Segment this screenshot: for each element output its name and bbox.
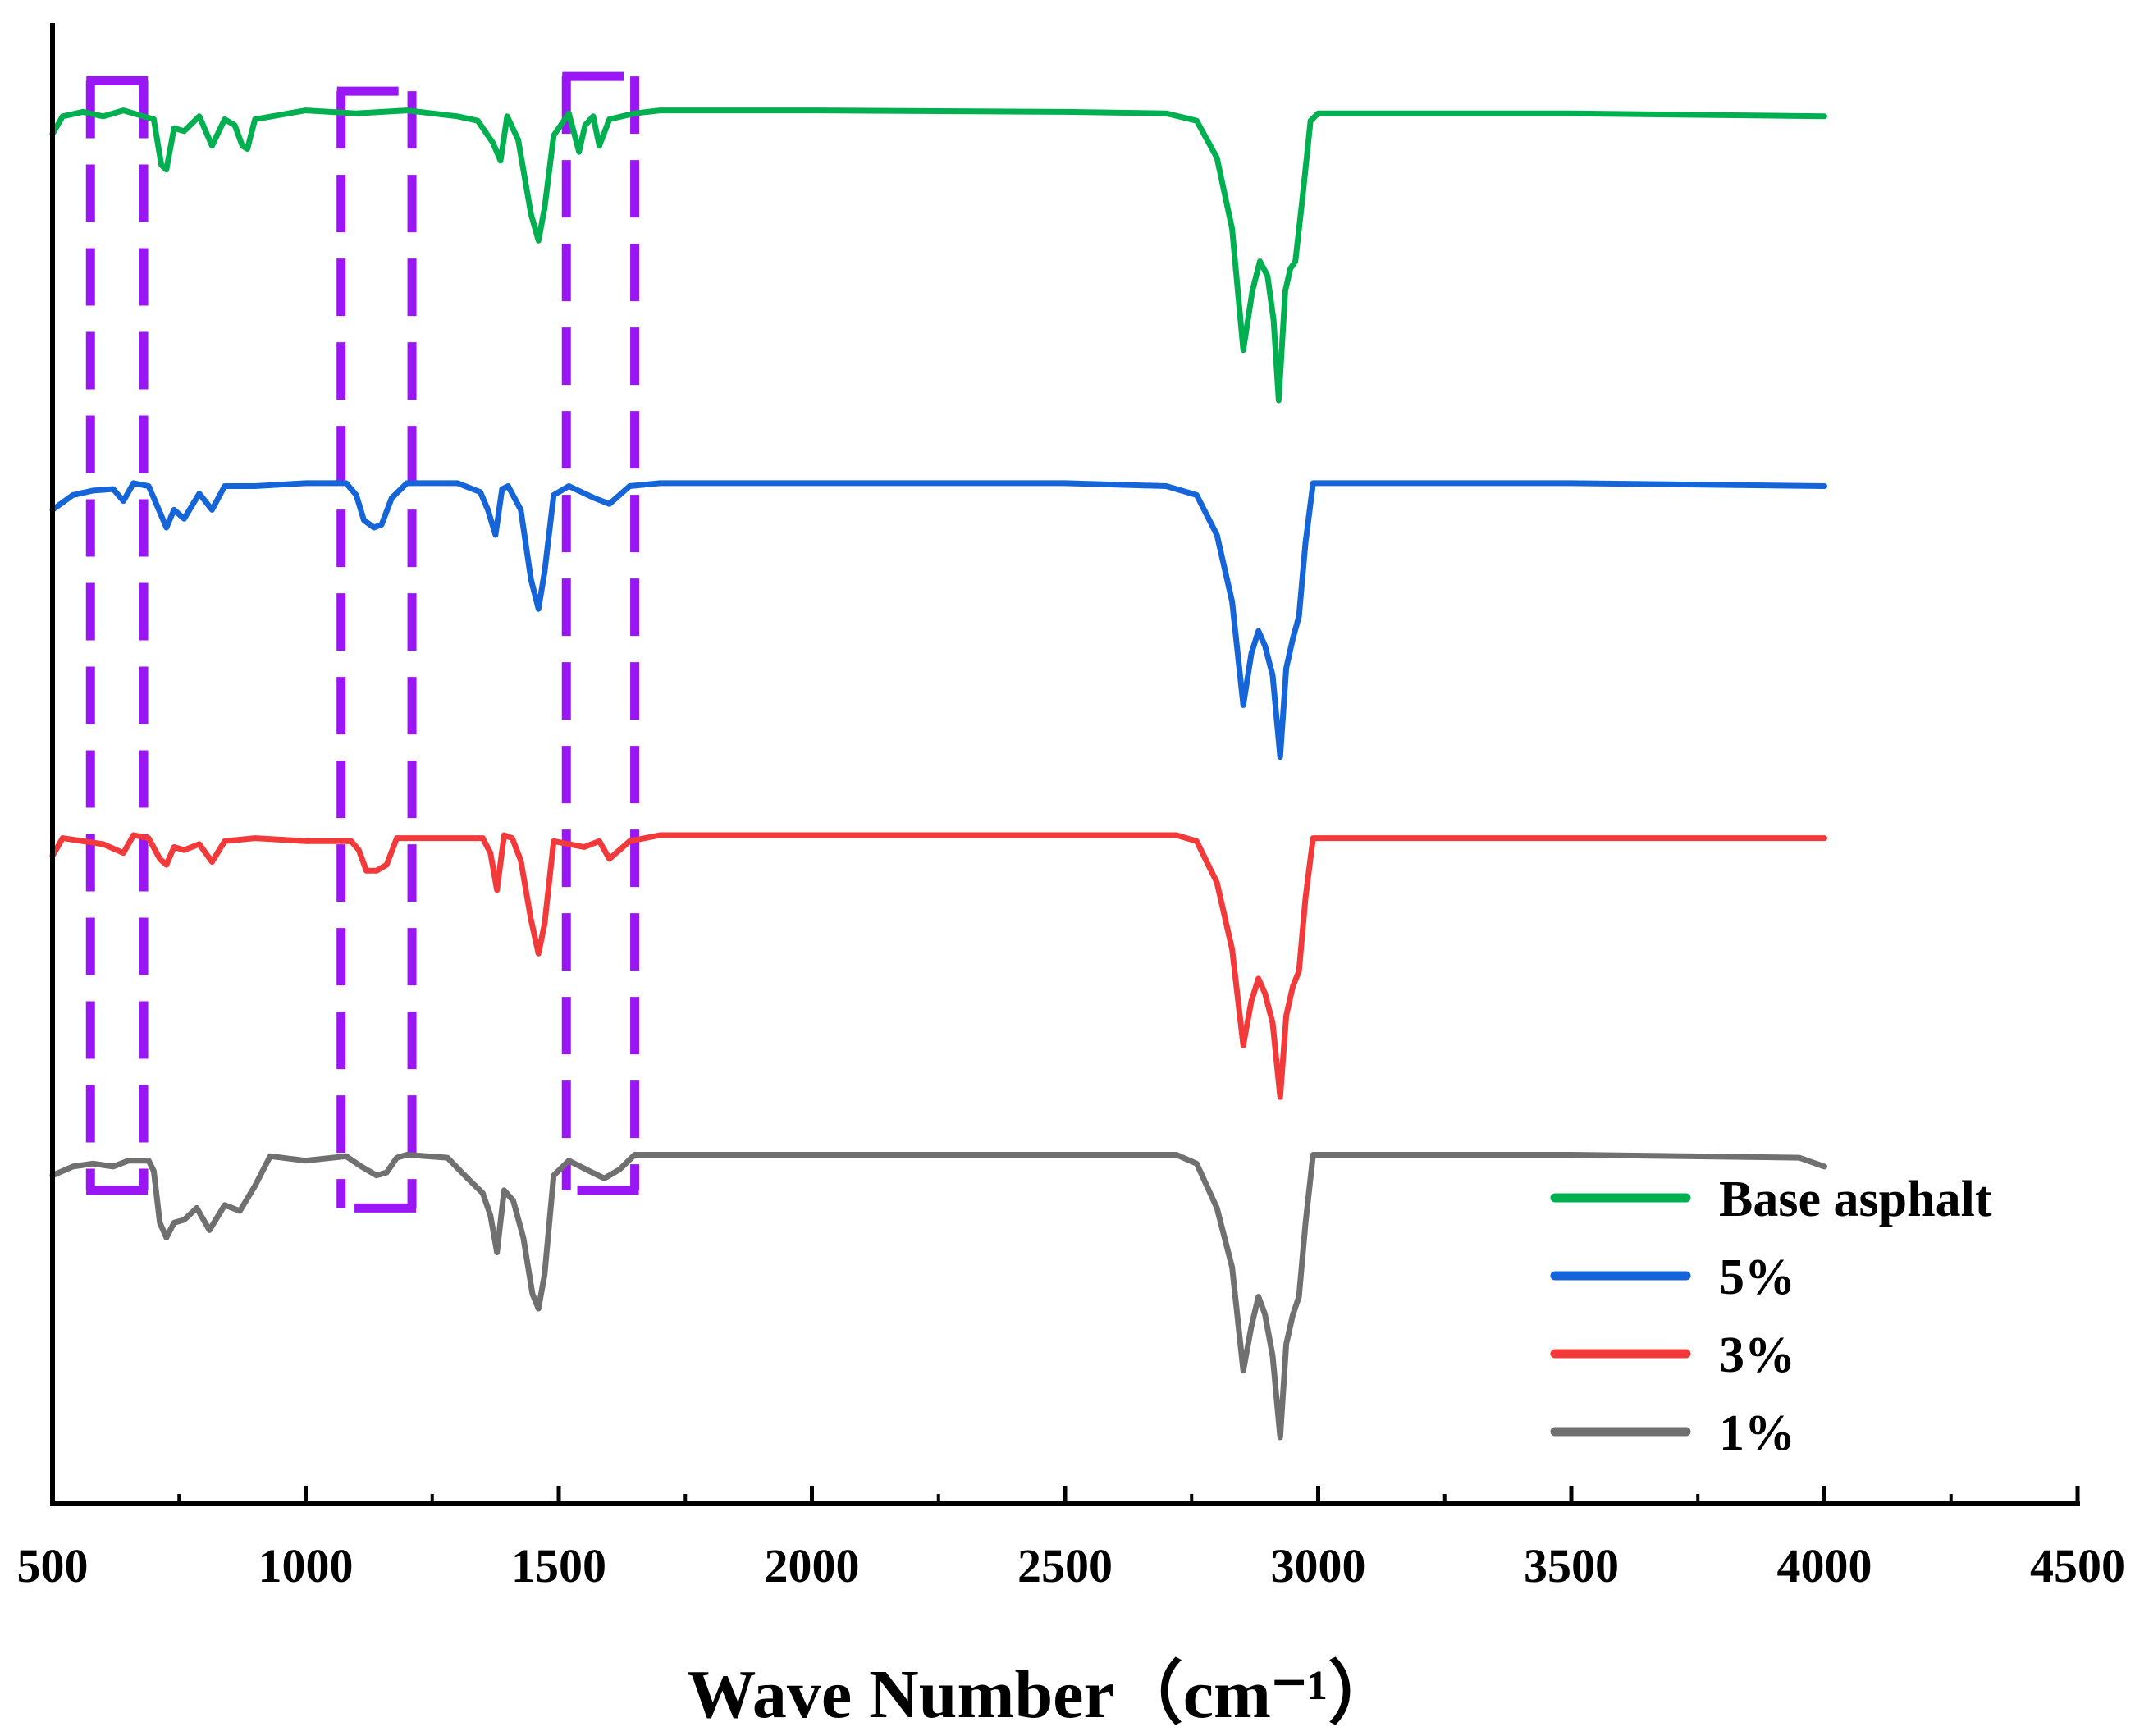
dashed-region-bracket — [85, 76, 149, 1195]
series-line-base-asphalt — [49, 107, 1827, 404]
x-axis-title: Wave Number（cm⁻¹） — [687, 1656, 1397, 1733]
x-tick-label: 4500 — [2030, 1539, 2125, 1592]
legend-item: 1% — [1550, 1405, 1795, 1461]
legend-item: 3% — [1550, 1327, 1795, 1383]
series-line-5 — [49, 480, 1827, 760]
x-tick-label: 2500 — [1017, 1539, 1113, 1592]
legend-label: 5% — [1719, 1249, 1795, 1305]
legend-label: 3% — [1719, 1327, 1795, 1383]
annotation-layer — [85, 71, 640, 1213]
legend: Base asphalt 5% 3% 1% — [1550, 1172, 1992, 1461]
dashed-region-bracket — [336, 86, 417, 1213]
x-tick-label: 4000 — [1777, 1539, 1872, 1592]
x-tick-label: 500 — [17, 1539, 89, 1592]
x-ticks: 500 1000 1500 2000 2500 3000 3500 4000 4500 — [17, 1486, 2125, 1592]
series-layer — [49, 107, 1827, 1441]
x-tick-label: 1000 — [258, 1539, 354, 1592]
dashed-region-bracket — [561, 71, 640, 1195]
x-tick-label: 1500 — [511, 1539, 606, 1592]
series-line-1 — [49, 1152, 1827, 1441]
x-tick-label: 2000 — [765, 1539, 860, 1592]
legend-item: Base asphalt — [1550, 1172, 1992, 1227]
x-tick-label: 3500 — [1524, 1539, 1619, 1592]
legend-label: 1% — [1719, 1405, 1795, 1461]
series-line-3 — [49, 832, 1827, 1100]
x-tick-label: 3000 — [1271, 1539, 1366, 1592]
legend-label: Base asphalt — [1719, 1172, 1992, 1227]
legend-item: 5% — [1550, 1249, 1795, 1305]
